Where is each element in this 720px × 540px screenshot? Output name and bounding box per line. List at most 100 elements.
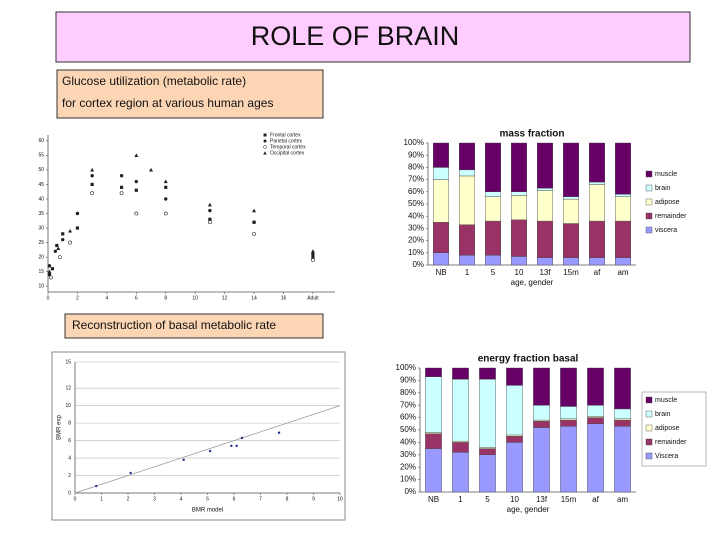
- legend-label: adipose: [655, 199, 680, 206]
- point: [311, 255, 315, 259]
- y-tick-label: 100%: [396, 363, 416, 372]
- legend-label: viscera: [655, 227, 677, 234]
- y-tick-label: 4: [68, 455, 71, 461]
- point: [90, 174, 94, 178]
- bar-segment: [479, 448, 496, 456]
- point: [68, 240, 72, 245]
- trend-line: [74, 405, 341, 494]
- point: [53, 249, 58, 253]
- bar-segment: [511, 219, 528, 257]
- legend-swatch: [645, 410, 653, 418]
- bar-segment: [459, 255, 476, 266]
- y-tick-label: 80%: [408, 163, 424, 172]
- bar-segment: [425, 367, 442, 377]
- bar-segment: [533, 421, 550, 428]
- x-tick-label: 8: [164, 295, 167, 301]
- point: [311, 258, 315, 262]
- bar-segment: [425, 448, 442, 493]
- point: [68, 228, 73, 233]
- bar-segment: [533, 367, 550, 406]
- point: [310, 249, 315, 253]
- point: [207, 220, 212, 225]
- x-tick-label: 5: [206, 496, 209, 502]
- legend-swatch: [645, 424, 653, 432]
- bar-segment: [433, 167, 450, 180]
- x-tick-label: 15m: [563, 268, 579, 277]
- bar-segment: [589, 184, 606, 222]
- legend-swatch: [645, 212, 653, 220]
- point: [230, 444, 233, 448]
- bar-segment: [563, 257, 580, 266]
- y-tick-label: 10%: [400, 475, 416, 484]
- bar-segment: [459, 175, 476, 225]
- x-tick-label: 10: [515, 268, 524, 277]
- bar-segment: [589, 257, 606, 266]
- x-tick-label: 1: [465, 268, 470, 277]
- bar-segment: [615, 257, 632, 266]
- x-tick-label: Adult: [307, 295, 319, 301]
- legend-symbol: [263, 145, 267, 149]
- y-tick-label: 60: [38, 138, 44, 144]
- point: [57, 255, 62, 260]
- y-tick-label: 35: [38, 211, 44, 217]
- bar-segment: [537, 190, 554, 222]
- legend-swatch: [645, 184, 653, 192]
- legend-label: adipose: [655, 425, 680, 432]
- y-tick-label: 30%: [408, 224, 424, 233]
- legend-label: remainder: [655, 213, 687, 220]
- point: [75, 226, 80, 230]
- x-axis-label: age, gender: [511, 278, 554, 287]
- bar-segment: [485, 196, 502, 222]
- bar-segment: [563, 223, 580, 258]
- bar-segment: [433, 142, 450, 168]
- point: [90, 191, 95, 196]
- bar-segment: [614, 367, 631, 410]
- y-tick-label: 60%: [400, 413, 416, 422]
- bar-segment: [452, 452, 469, 493]
- bar-segment: [615, 194, 632, 197]
- bar-segment: [485, 191, 502, 197]
- x-tick-label: af: [592, 495, 599, 504]
- point: [163, 179, 168, 184]
- bar-segment: [560, 419, 577, 427]
- point: [119, 191, 124, 196]
- x-tick-label: 13f: [539, 268, 551, 277]
- x-tick-label: 9: [312, 496, 315, 502]
- bar-segment: [615, 196, 632, 222]
- y-tick-label: 55: [38, 153, 44, 159]
- title-box: [55, 11, 691, 63]
- x-tick-label: 8: [286, 496, 289, 502]
- bar-segment: [614, 408, 631, 420]
- x-tick-label: 1: [458, 495, 463, 504]
- y-tick-label: 80%: [400, 388, 416, 397]
- y-tick-label: 40: [38, 196, 44, 202]
- x-tick-label: 3: [153, 496, 156, 502]
- point: [75, 211, 80, 216]
- x-tick-label: 2: [76, 295, 79, 301]
- y-tick-label: 15: [38, 269, 44, 275]
- point: [47, 269, 52, 274]
- bar-segment: [533, 405, 550, 421]
- bar-segment: [614, 426, 631, 493]
- y-tick-label: 15: [65, 359, 71, 365]
- y-tick-label: 50%: [408, 199, 424, 208]
- bar-segment: [533, 427, 550, 493]
- point: [134, 211, 139, 216]
- caption-box: [64, 313, 324, 339]
- x-tick-label: 14: [251, 295, 257, 301]
- point: [164, 197, 168, 201]
- bar-segment: [560, 367, 577, 407]
- y-tick-label: 40%: [400, 438, 416, 447]
- legend-label: brain: [655, 185, 671, 192]
- x-tick-label: am: [617, 495, 628, 504]
- y-tick-label: 20%: [400, 462, 416, 471]
- x-tick-label: NB: [435, 268, 446, 277]
- bar-segment: [425, 433, 442, 449]
- point: [56, 246, 61, 250]
- x-tick-label: 10: [510, 495, 519, 504]
- chart-title: mass fraction: [499, 129, 564, 140]
- bar-segment: [452, 378, 469, 442]
- bar-segment: [511, 195, 528, 221]
